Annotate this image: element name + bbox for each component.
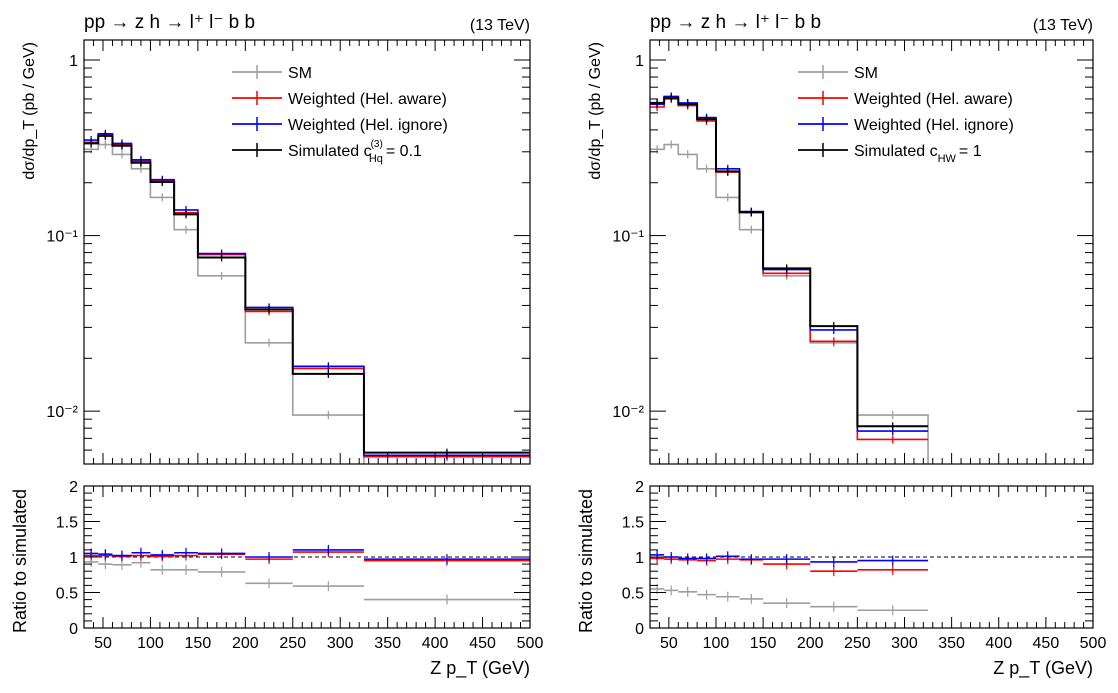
x-tick-label: 250 (279, 635, 306, 652)
x-tick-label: 500 (517, 635, 544, 652)
ratio-y-tick-label: 0 (69, 621, 78, 638)
x-tick-label: 50 (94, 635, 112, 652)
ratio-y-tick-label: 1.5 (56, 515, 78, 532)
ratio-plot (650, 549, 1093, 616)
ratio-y-tick-label: 1 (69, 550, 78, 567)
process-title: pp → z h → l⁺ l⁻ b b (84, 12, 255, 33)
x-tick-label: 350 (374, 635, 401, 652)
ratio-y-tick-label: 1 (635, 550, 644, 567)
y-axis-title: dσ/dp_T (pb / GeV) (587, 42, 604, 180)
x-tick-label: 450 (469, 635, 496, 652)
legend-label: Weighted (Hel. ignore) (288, 117, 448, 134)
main-frame (649, 39, 1094, 465)
legend: SM Weighted (Hel. aware) Weighted (Hel. ig… (798, 65, 1014, 165)
main-frame (83, 39, 531, 465)
x-axis-title: Z p_T (GeV) (993, 658, 1093, 679)
ratio-y-axis-title: Ratio to simulated (10, 489, 30, 633)
y-tick-label: 10⁻¹ (612, 229, 644, 246)
panel-1: pp → z h → l⁺ l⁻ b b (13 TeV) 50 100 150 200 2… (10, 12, 543, 679)
legend-label: Simulated cHW = 1 (854, 143, 982, 165)
y-tick-label: 1 (635, 53, 644, 70)
series-line-simulated (84, 134, 530, 454)
x-axis-title: Z p_T (GeV) (430, 658, 530, 679)
x-tick-label: 250 (844, 635, 871, 652)
process-title: pp → z h → l⁺ l⁻ b b (650, 12, 821, 33)
x-tick-label: 50 (660, 635, 678, 652)
legend-label: Weighted (Hel. aware) (854, 91, 1013, 108)
series-line-sm (650, 143, 929, 464)
y-axis-title: dσ/dp_T (pb / GeV) (21, 42, 38, 180)
legend-label: SM (854, 65, 878, 82)
energy-label: (13 TeV) (1033, 17, 1093, 34)
x-tick-label: 450 (1033, 635, 1060, 652)
ratio-plot (84, 544, 530, 605)
y-tick-label: 10⁻¹ (46, 229, 78, 246)
y-tick-label: 1 (69, 53, 78, 70)
x-tick-label: 500 (1080, 635, 1107, 652)
ratio-y-tick-label: 2 (635, 479, 644, 496)
x-tick-label: 400 (985, 635, 1012, 652)
series-line-sm (84, 143, 365, 464)
legend-label: Weighted (Hel. aware) (288, 91, 447, 108)
ratio-y-tick-label: 1.5 (622, 515, 644, 532)
x-tick-label: 150 (185, 635, 212, 652)
x-tick-label: 100 (137, 635, 164, 652)
y-tick-label: 10⁻² (46, 404, 78, 421)
legend-label: Simulated c(3) Hq = 0.1 (288, 139, 422, 165)
ratio-y-tick-label: 0 (635, 621, 644, 638)
x-tick-label: 100 (703, 635, 730, 652)
x-tick-label: 300 (891, 635, 918, 652)
energy-label: (13 TeV) (470, 17, 530, 34)
ratio-y-axis-title: Ratio to simulated (576, 489, 596, 633)
ratio-y-tick-label: 2 (69, 479, 78, 496)
panel-2: pp → z h → l⁺ l⁻ b b (13 TeV) 50 100 150 200 2… (576, 12, 1106, 679)
x-tick-label: 300 (327, 635, 354, 652)
ratio-y-tick-label: 0.5 (622, 586, 644, 603)
x-tick-label: 350 (938, 635, 965, 652)
legend-label: SM (288, 65, 312, 82)
legend-label: Weighted (Hel. ignore) (854, 117, 1014, 134)
x-tick-label: 200 (232, 635, 259, 652)
x-tick-label: 150 (750, 635, 777, 652)
main-plot (84, 129, 530, 464)
legend: SM Weighted (Hel. aware) Weighted (Hel. ig… (232, 65, 448, 165)
ratio-y-tick-label: 0.5 (56, 586, 78, 603)
x-tick-label: 400 (422, 635, 449, 652)
x-tick-label: 200 (797, 635, 824, 652)
main-plot (650, 92, 929, 464)
y-tick-label: 10⁻² (612, 404, 644, 421)
